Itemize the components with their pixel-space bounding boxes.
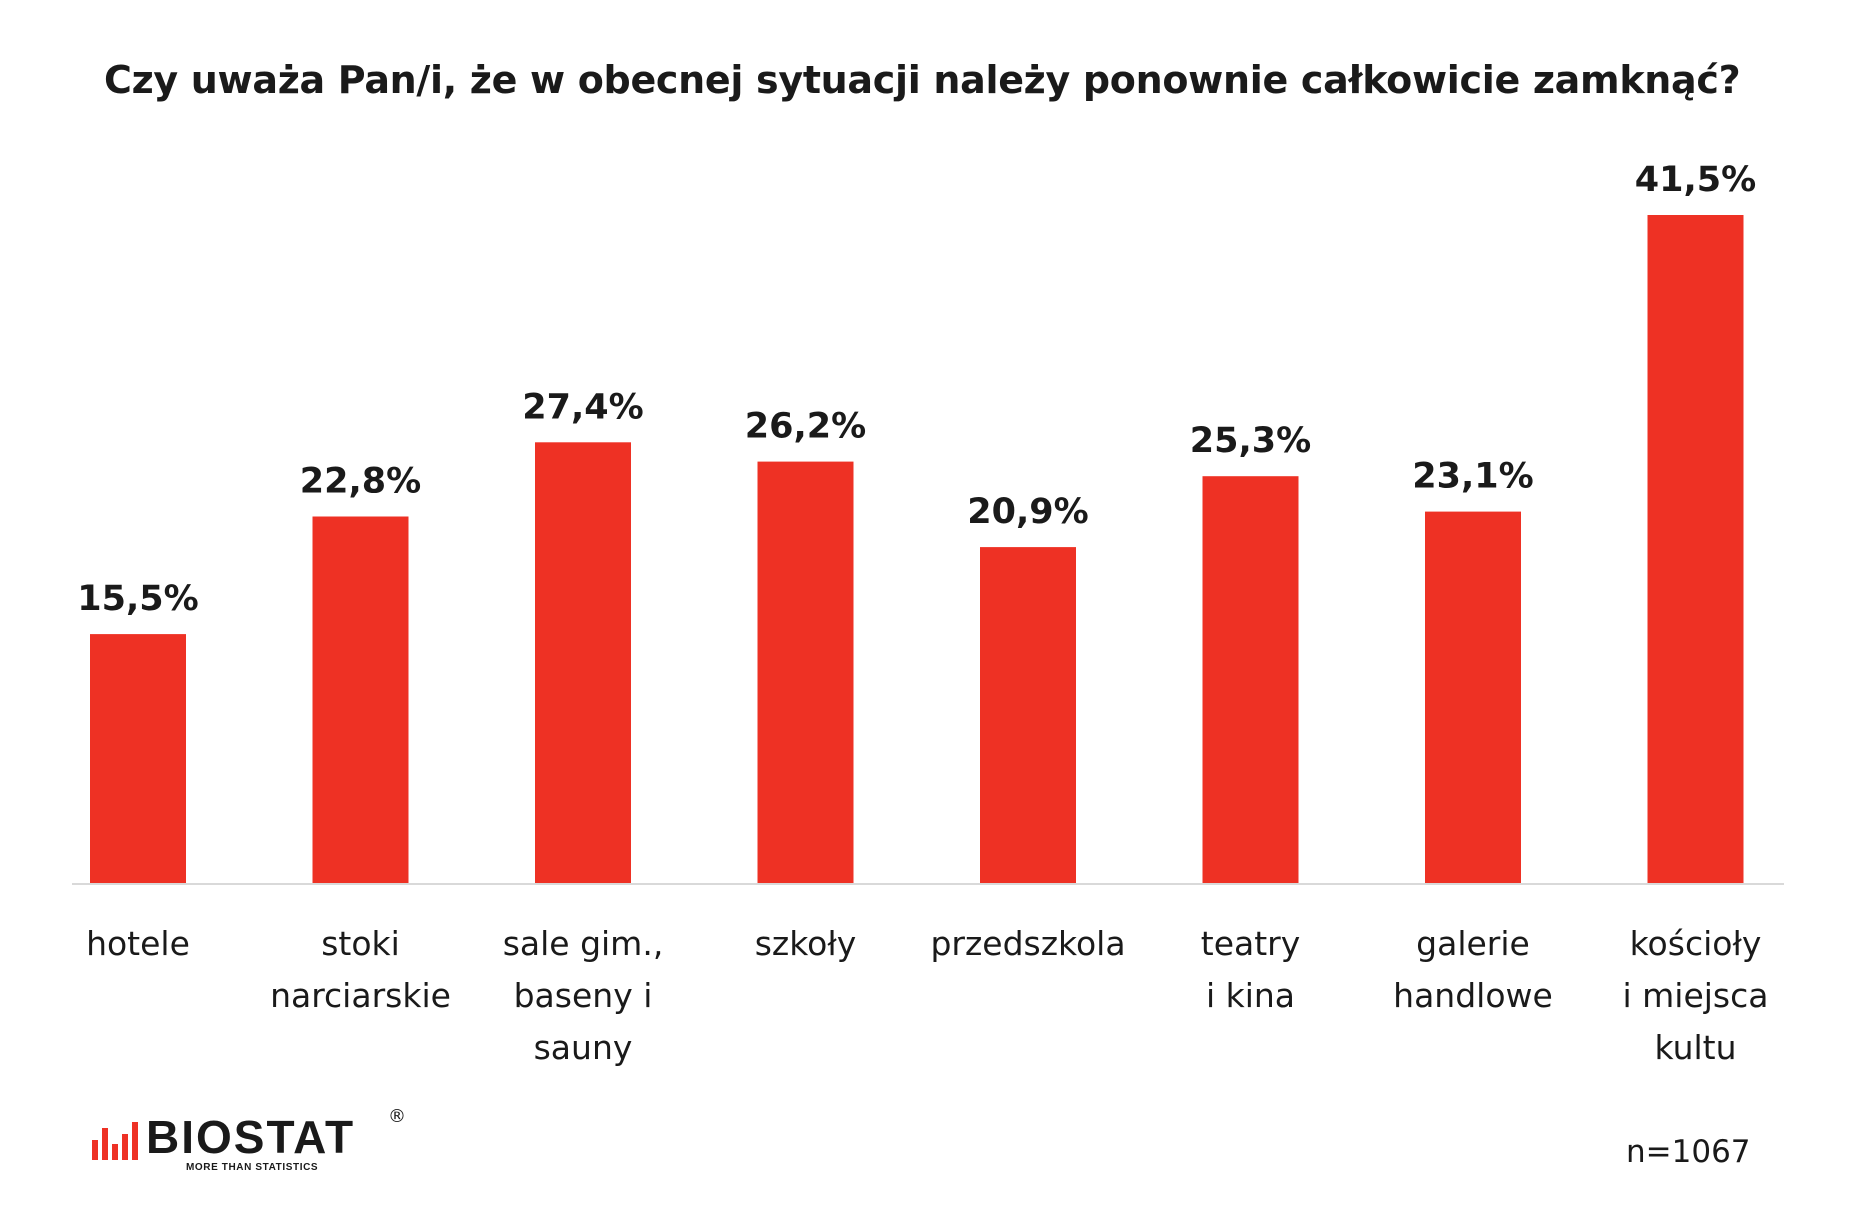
bar-value-label: 22,8% (300, 462, 421, 502)
bar (1425, 511, 1521, 884)
logo-wordmark: BIOSTAT (146, 1111, 356, 1163)
bar (757, 461, 854, 884)
chart-title: Czy uważa Pan/i, że w obecnej sytuacji n… (104, 58, 1741, 102)
registered-mark: ® (388, 1106, 406, 1127)
bar-chart-logo-icon (92, 1122, 138, 1160)
category-label: przedszkola (930, 924, 1126, 963)
bar (535, 442, 631, 884)
category-label: szkoły (754, 924, 857, 963)
bar (1202, 476, 1299, 884)
category-label: sale gim., baseny i sauny (502, 924, 664, 1067)
bar-value-label: 23,1% (1412, 457, 1533, 497)
category-label: hotele (86, 924, 190, 963)
category-label: teatry i kina (1200, 924, 1301, 1015)
bar (1647, 215, 1744, 884)
bar-value-label: 20,9% (967, 492, 1088, 532)
logo-tagline: MORE THAN STATISTICS (186, 1162, 319, 1173)
bar (90, 634, 186, 884)
bar (980, 547, 1076, 884)
category-label: stoki narciarskie (270, 924, 451, 1015)
biostat-logo: BIOSTAT MORE THAN STATISTICS ® (92, 1106, 422, 1176)
category-label: kościoły i miejsca kultu (1622, 924, 1769, 1067)
category-label: galerie handlowe (1393, 924, 1553, 1015)
bar (312, 516, 409, 884)
bar-value-label: 15,5% (77, 579, 198, 619)
bar-value-label: 27,4% (522, 387, 643, 427)
bar-value-label: 26,2% (745, 407, 866, 447)
bar-value-label: 25,3% (1190, 421, 1311, 461)
bar-value-label: 41,5% (1635, 160, 1756, 200)
sample-size-note: n=1067 (1626, 1134, 1751, 1170)
